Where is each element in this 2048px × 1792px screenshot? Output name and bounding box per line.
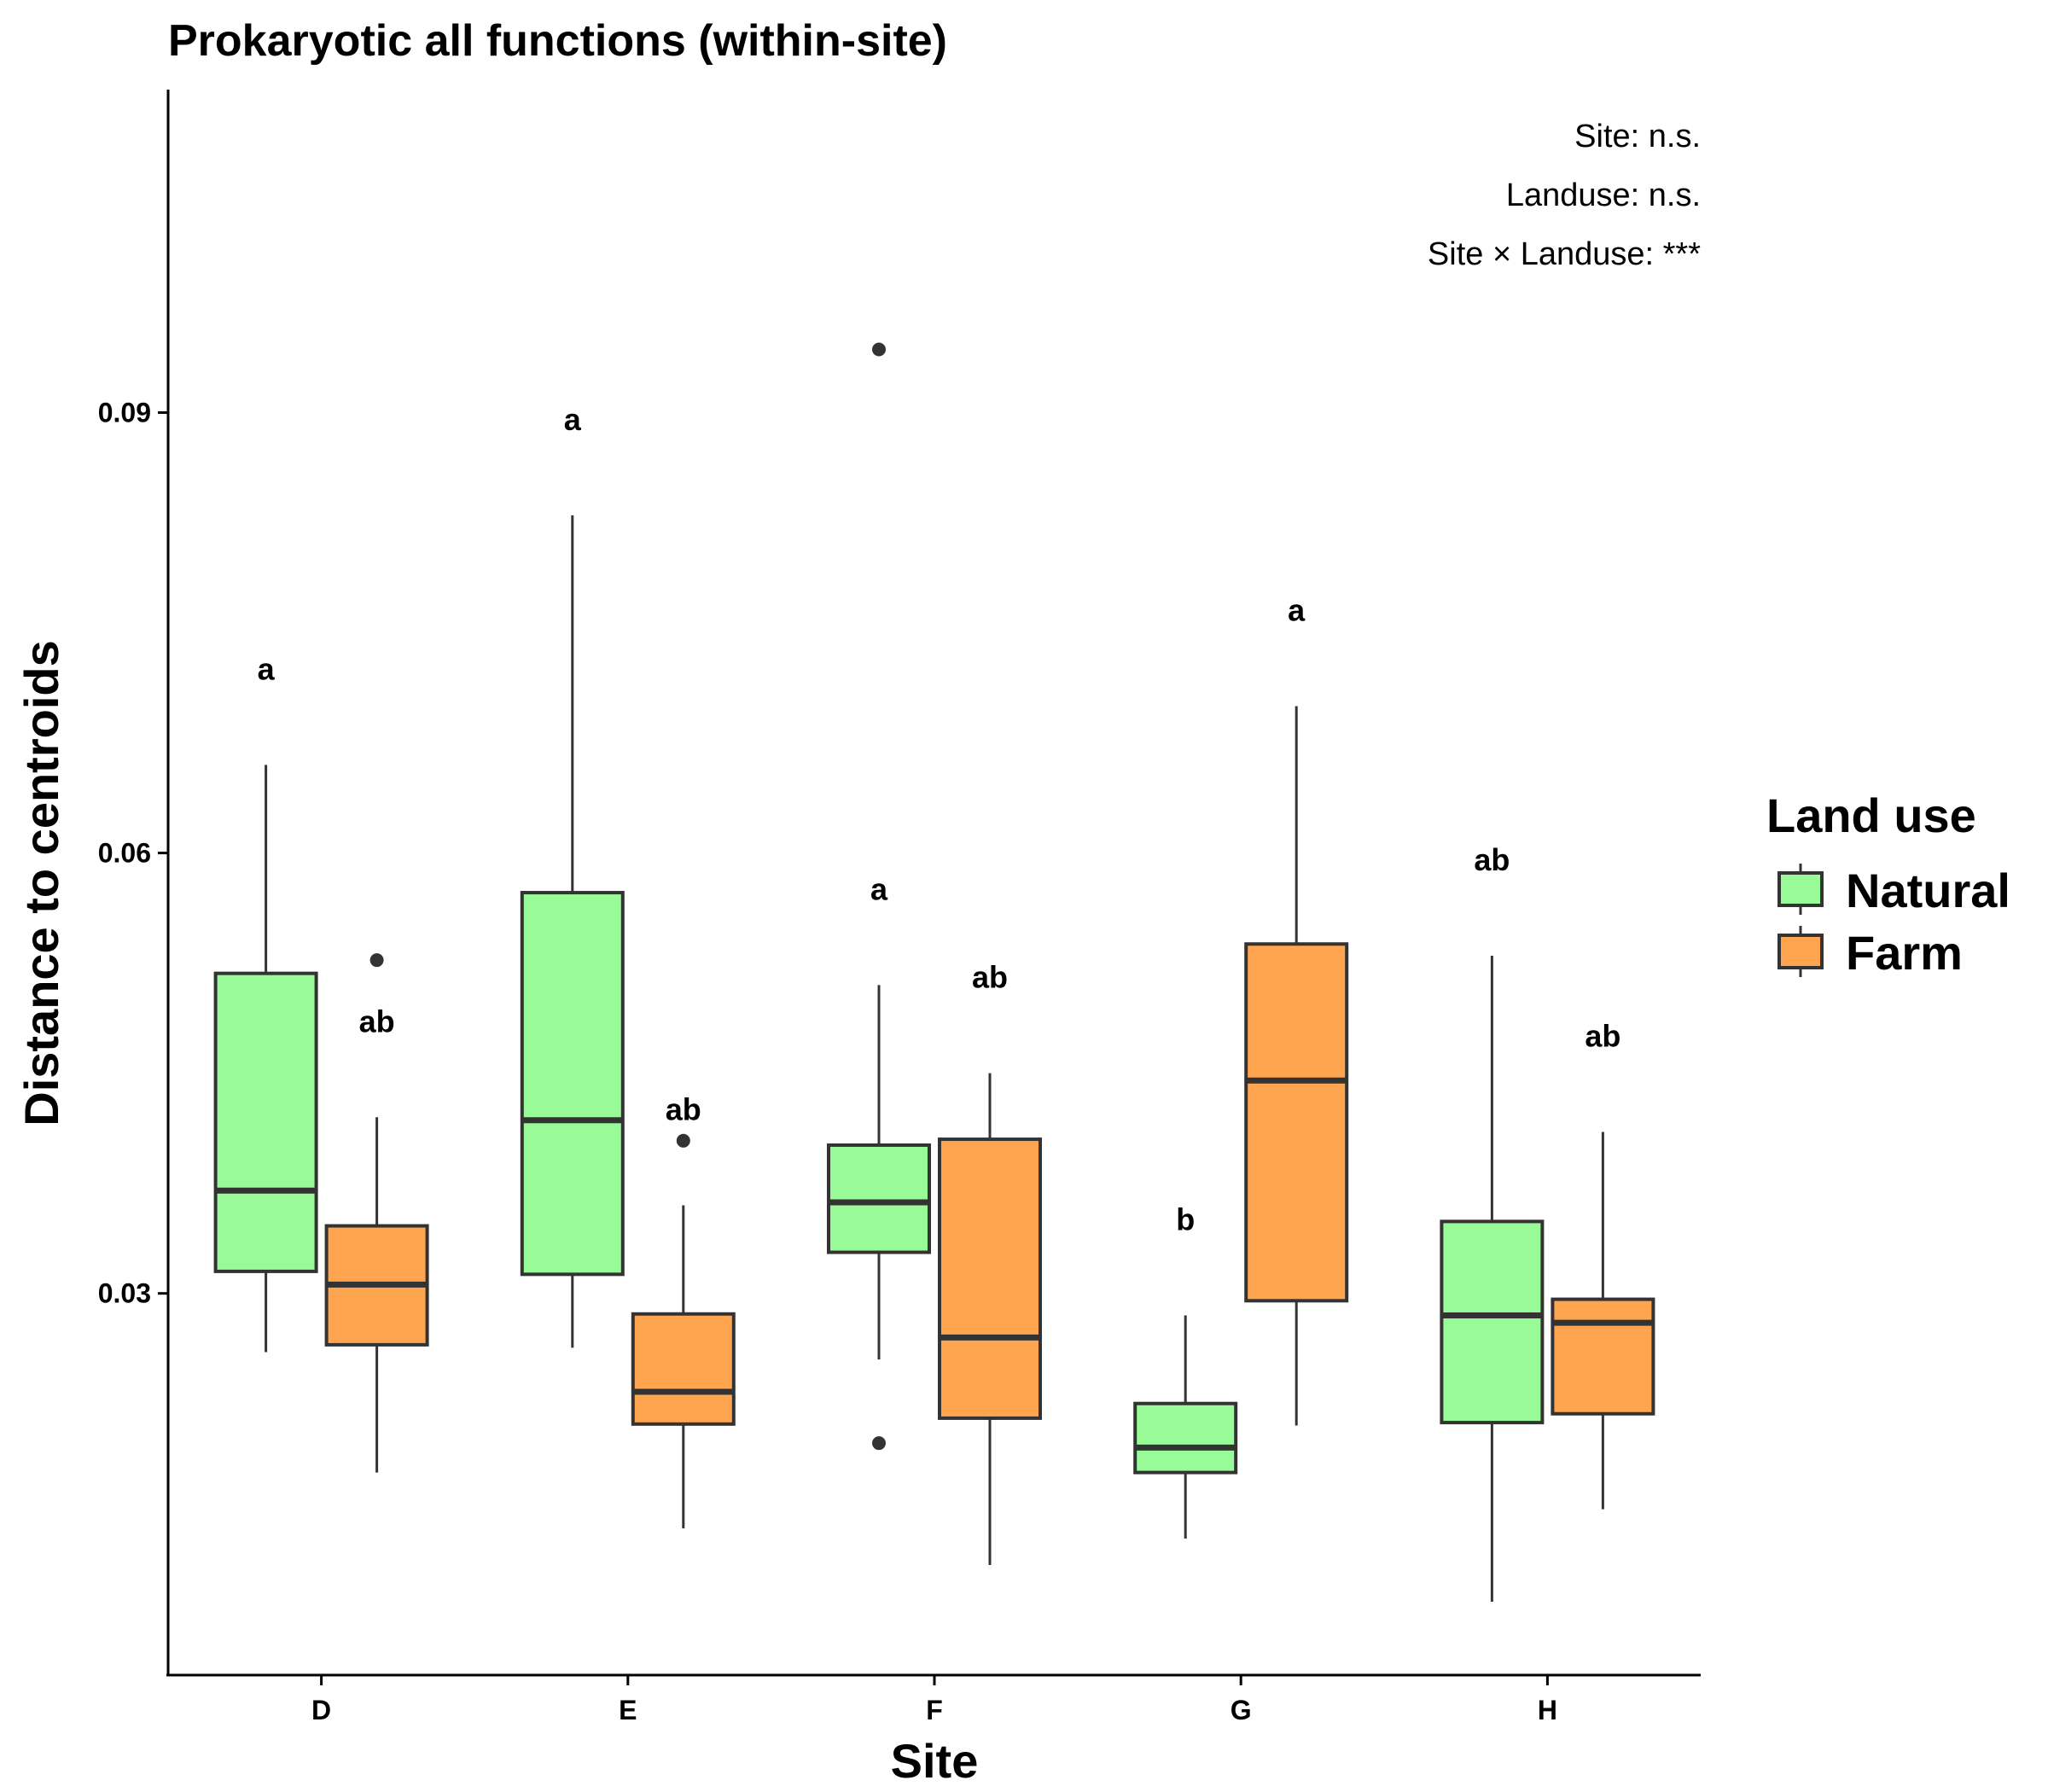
- outlier-point: [676, 1133, 690, 1148]
- iqr-box: [1440, 1219, 1545, 1425]
- significance-letter: b: [1176, 1202, 1195, 1237]
- x-axis-ticks: D E F G H: [311, 1675, 1557, 1725]
- legend-item-farm: Farm: [1777, 926, 1963, 980]
- box-natural-e: a: [520, 402, 625, 1348]
- legend: Land use Natural Farm: [1766, 788, 2010, 980]
- iqr-box: [631, 1312, 736, 1426]
- x-tick-label: G: [1231, 1695, 1252, 1725]
- significance-letter: ab: [972, 960, 1008, 995]
- box-natural-h: ab: [1440, 842, 1545, 1602]
- significance-letter: a: [1288, 593, 1306, 628]
- legend-title: Land use: [1766, 788, 1976, 842]
- box-natural-g: b: [1133, 1202, 1238, 1539]
- outlier-point: [872, 1436, 886, 1451]
- x-tick-label: D: [311, 1695, 331, 1725]
- significance-letter: ab: [1474, 842, 1510, 877]
- legend-item-natural: Natural: [1777, 864, 2010, 917]
- outlier-point: [369, 953, 384, 968]
- box-natural-d: a: [213, 651, 318, 1353]
- box-farm-g: a: [1244, 593, 1349, 1426]
- box-farm-e: ab: [631, 1091, 736, 1528]
- legend-swatch-natural: [1777, 871, 1824, 907]
- x-tick-label: E: [619, 1695, 637, 1725]
- x-tick-label: H: [1538, 1695, 1557, 1725]
- iqr-box: [520, 891, 625, 1277]
- x-axis-title: Site: [891, 1734, 979, 1788]
- iqr-box: [1133, 1401, 1238, 1475]
- y-axis-ticks: 0.03 0.06 0.09: [98, 397, 168, 1309]
- chart-title: Prokaryotic all functions (within-site): [168, 16, 947, 66]
- y-tick-label: 0.09: [98, 397, 151, 428]
- y-tick-label: 0.03: [98, 1278, 151, 1309]
- iqr-box: [1244, 942, 1349, 1303]
- iqr-box: [938, 1137, 1042, 1420]
- y-axis-title: Distance to centroids: [15, 640, 68, 1126]
- iqr-box: [1551, 1297, 1655, 1416]
- significance-letter: a: [258, 651, 276, 686]
- box-natural-f: a: [827, 342, 931, 1451]
- box-farm-d: ab: [324, 953, 429, 1473]
- annotation-interaction: Site × Landuse: ***: [1428, 236, 1701, 272]
- legend-label-natural: Natural: [1846, 864, 2010, 917]
- iqr-box: [213, 971, 318, 1273]
- annotation-landuse: Landuse: n.s.: [1506, 177, 1701, 213]
- significance-letter: a: [564, 402, 582, 437]
- significance-letter: a: [870, 871, 888, 906]
- iqr-box: [827, 1143, 931, 1254]
- stats-annotations: Site: n.s. Landuse: n.s. Site × Landuse:…: [1428, 119, 1701, 272]
- box-farm-h: ab: [1551, 1018, 1655, 1510]
- significance-letter: ab: [1585, 1018, 1620, 1053]
- legend-swatch-farm: [1777, 934, 1824, 969]
- legend-label-farm: Farm: [1846, 926, 1963, 980]
- significance-letter: ab: [666, 1091, 701, 1126]
- outlier-point: [872, 342, 886, 357]
- box-farm-f: ab: [938, 960, 1042, 1565]
- x-tick-label: F: [926, 1695, 943, 1725]
- y-tick-label: 0.06: [98, 838, 151, 869]
- annotation-site: Site: n.s.: [1574, 119, 1701, 154]
- significance-letter: ab: [359, 1004, 395, 1039]
